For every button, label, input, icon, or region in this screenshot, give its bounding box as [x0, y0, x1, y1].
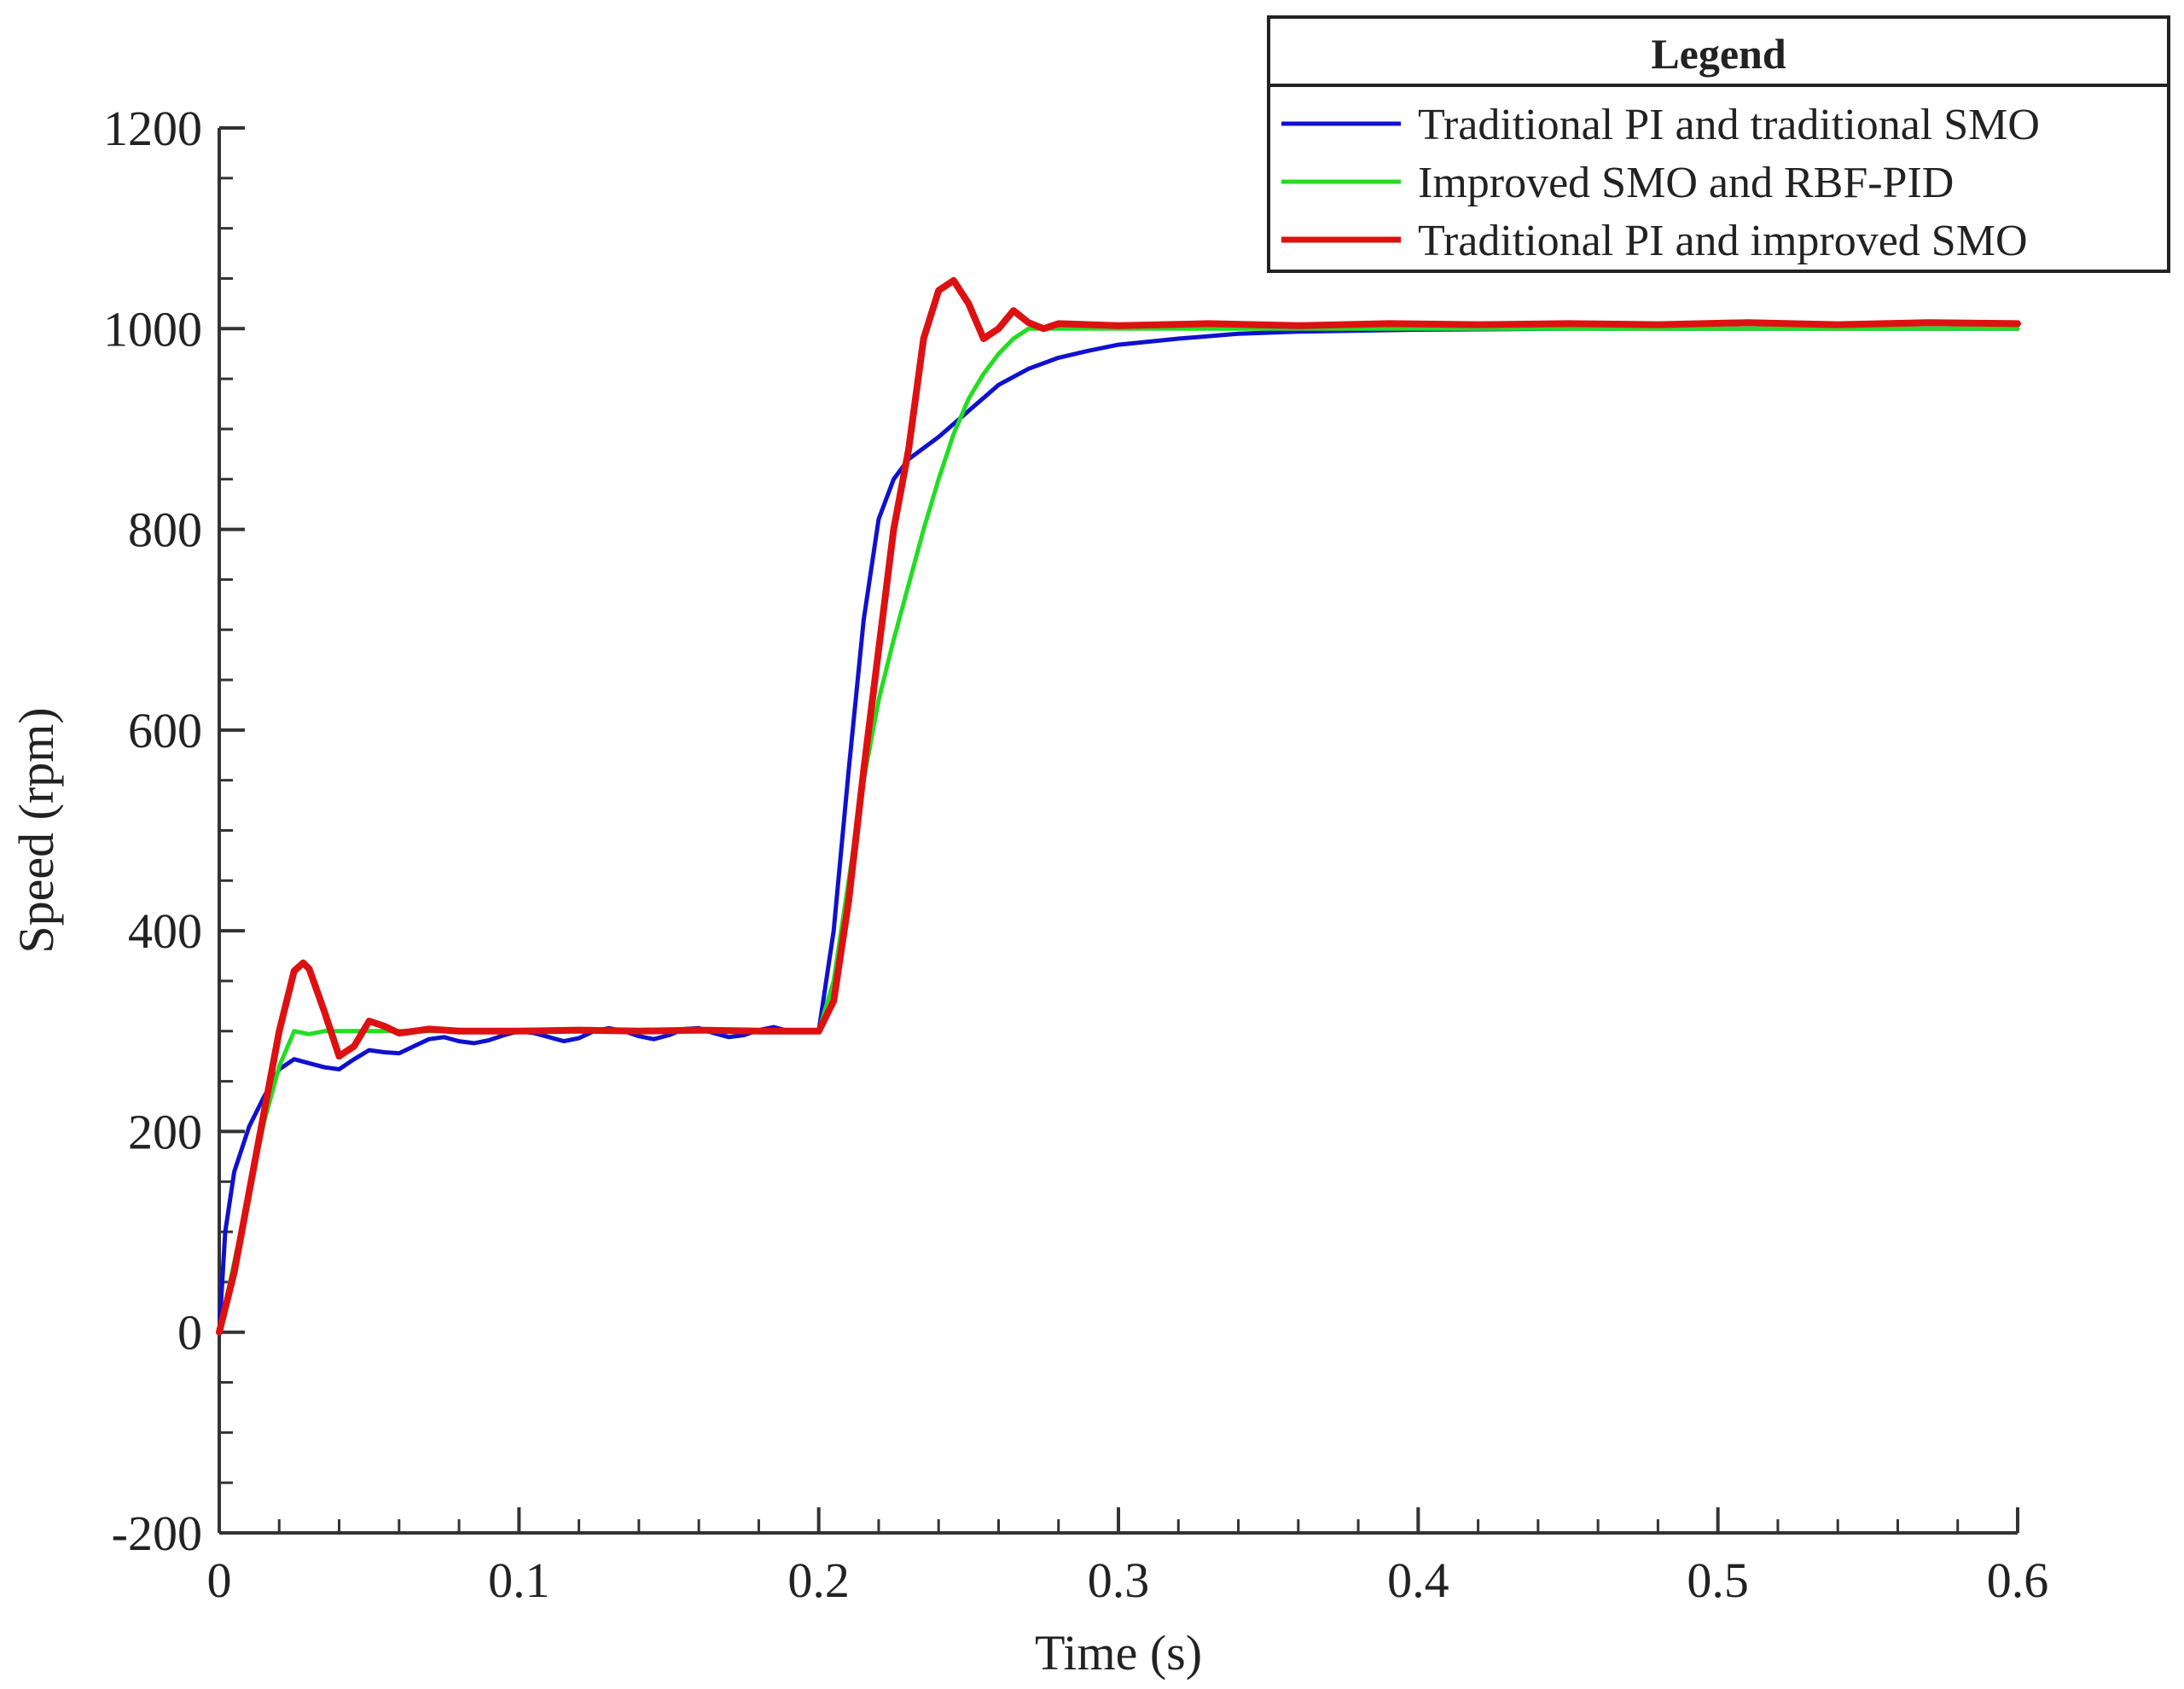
legend-label-3: Traditional PI and improved SMO [1418, 217, 2028, 265]
legend: Legend Traditional PI and traditional SMO… [1267, 15, 2170, 273]
x-tick-label: 0.3 [1088, 1553, 1150, 1608]
x-tick-label: 0.2 [787, 1553, 850, 1608]
y-tick-label: 600 [128, 703, 202, 758]
x-tick-label: 0.4 [1387, 1553, 1449, 1608]
y-tick-label: 800 [128, 502, 202, 558]
y-axis-title: Speed (rpm) [9, 707, 64, 953]
series-line-2 [217, 326, 2020, 1335]
y-tick-label: 1000 [103, 301, 202, 357]
legend-box [1267, 15, 2170, 273]
x-axis-title: Time (s) [1035, 1625, 1202, 1680]
y-tick-label: 400 [128, 903, 202, 959]
y-tick-label: 1200 [103, 101, 202, 156]
legend-label-2: Improved SMO and RBF-PID [1418, 159, 1954, 207]
x-tick-label: 0 [207, 1553, 232, 1608]
y-tick-label: -200 [112, 1506, 202, 1561]
x-tick-label: 0.5 [1687, 1553, 1749, 1608]
series-lines [216, 276, 2021, 1336]
x-tick-label: 0.6 [1987, 1553, 2049, 1608]
x-tick-label: 0.1 [488, 1553, 550, 1608]
series-line-3 [216, 276, 2021, 1336]
y-tick-label: 200 [128, 1104, 202, 1159]
legend-label-1: Traditional PI and traditional SMO [1418, 101, 2040, 149]
legend-title: Legend [1651, 30, 1786, 78]
y-tick-label: 0 [177, 1305, 202, 1361]
